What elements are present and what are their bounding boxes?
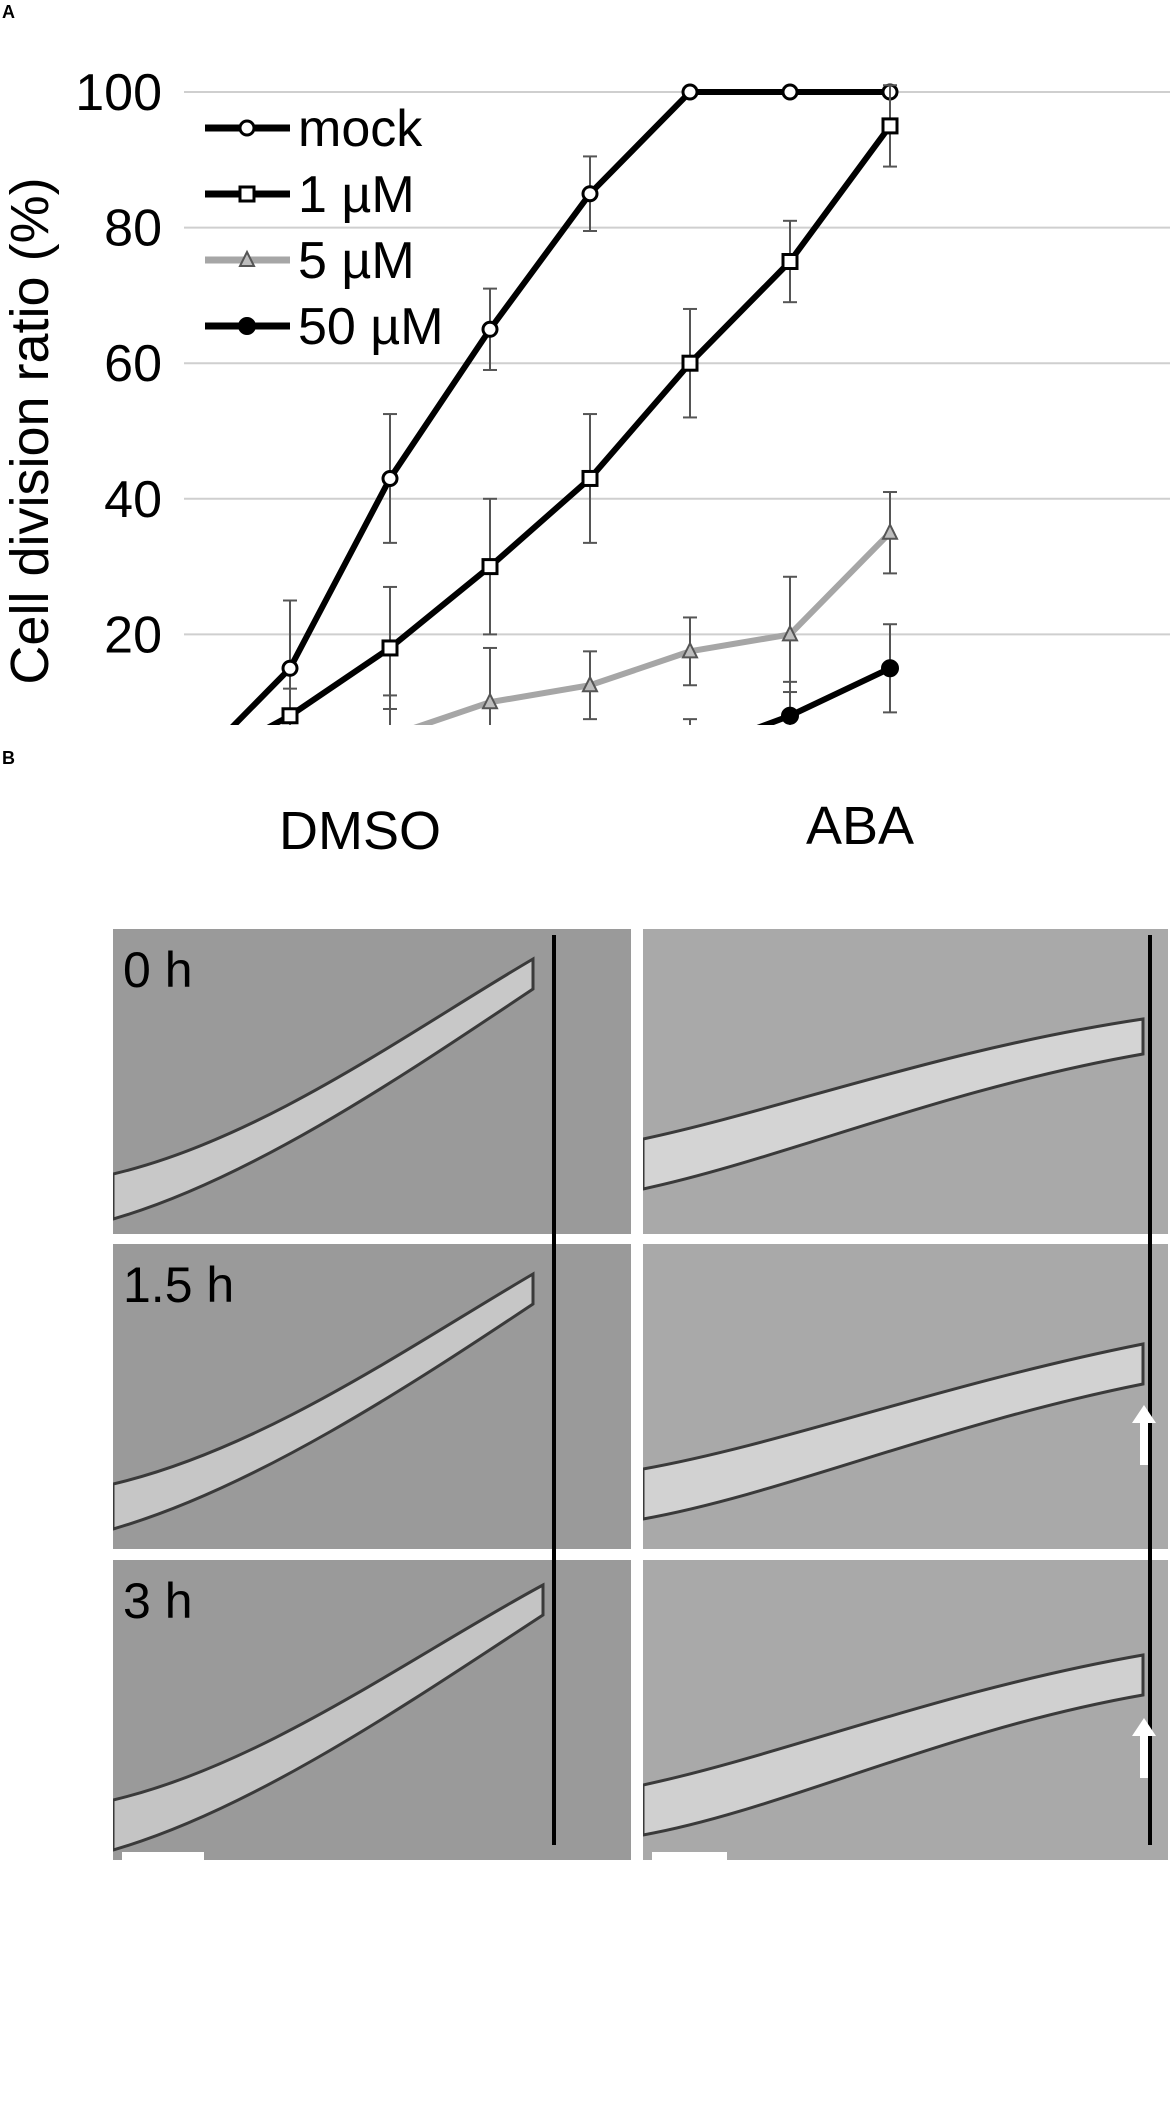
legend-marker-5-m bbox=[238, 249, 256, 267]
time-label-dmso-3h: 3 h bbox=[123, 1573, 193, 1629]
legend-label-mock: mock bbox=[298, 100, 423, 158]
cell-division-chart: 02040608010002468101224Time (h)Cell divi… bbox=[0, 64, 1170, 725]
series-line-5-m bbox=[413, 530, 893, 725]
series-line-50-m bbox=[756, 665, 892, 725]
arrow-icon bbox=[1132, 1405, 1156, 1465]
data-point-5-m bbox=[481, 691, 499, 710]
y-tick-label: 80 bbox=[104, 200, 162, 258]
data-point-mock bbox=[781, 83, 799, 101]
series-line-mock bbox=[230, 89, 890, 725]
data-point-50-m bbox=[881, 659, 899, 678]
y-axis-label: Cell division ratio (%) bbox=[0, 177, 60, 684]
data-point-1-m bbox=[281, 707, 299, 725]
arrow-icon bbox=[1132, 1718, 1156, 1778]
data-point-1-m bbox=[381, 639, 399, 657]
data-point-mock bbox=[381, 469, 399, 487]
column-title-aba: ABA bbox=[805, 796, 915, 856]
data-point-1-m bbox=[481, 558, 499, 576]
data-point-5-m bbox=[681, 641, 699, 659]
data-point-1-m bbox=[881, 117, 899, 135]
legend-label-50-m: 50 µM bbox=[298, 298, 444, 356]
data-point-mock bbox=[481, 320, 499, 338]
micrograph-aba-3h bbox=[643, 1560, 1168, 1860]
micrograph-dmso-0h: 0 h bbox=[113, 929, 631, 1234]
aba-scale-bar bbox=[652, 1852, 727, 1868]
time-label-dmso-0h: 0 h bbox=[123, 942, 193, 998]
legend-marker-1-m bbox=[238, 185, 256, 203]
y-tick-label: 60 bbox=[104, 335, 162, 393]
data-point-5-m bbox=[581, 675, 599, 693]
data-point-50-m bbox=[781, 706, 799, 725]
legend-marker-mock bbox=[238, 119, 256, 137]
y-tick-label: 40 bbox=[104, 471, 162, 529]
data-point-5-m bbox=[781, 624, 799, 642]
column-title-dmso: DMSO bbox=[279, 801, 441, 861]
micrograph-aba-1-5h bbox=[643, 1244, 1168, 1549]
legend-label-1-m: 1 µM bbox=[298, 166, 415, 224]
legend-marker-50-m bbox=[238, 317, 256, 335]
series-line-1-m bbox=[266, 124, 893, 725]
micrograph-dmso-1-5h: 1.5 h bbox=[113, 1244, 631, 1549]
panel-label-b: B bbox=[2, 748, 15, 768]
y-tick-label: 100 bbox=[75, 64, 162, 122]
data-point-mock bbox=[681, 83, 699, 101]
data-point-5-m bbox=[881, 522, 899, 540]
aba-reference-line bbox=[1148, 935, 1152, 1845]
micrograph-aba-0h bbox=[643, 929, 1168, 1234]
panel-label-a: A bbox=[2, 2, 15, 22]
data-point-1-m bbox=[781, 253, 799, 270]
time-label-dmso-1-5h: 1.5 h bbox=[123, 1257, 235, 1313]
dmso-reference-line bbox=[552, 935, 556, 1845]
legend-label-5-m: 5 µM bbox=[298, 232, 415, 290]
y-tick-label: 20 bbox=[104, 606, 162, 664]
data-point-1-m bbox=[581, 469, 599, 487]
micrograph-dmso-3h: 3 h bbox=[113, 1560, 631, 1860]
dmso-scale-bar bbox=[122, 1852, 204, 1868]
data-point-1-m bbox=[681, 354, 699, 372]
data-point-mock bbox=[281, 659, 299, 677]
data-point-mock bbox=[581, 185, 599, 203]
